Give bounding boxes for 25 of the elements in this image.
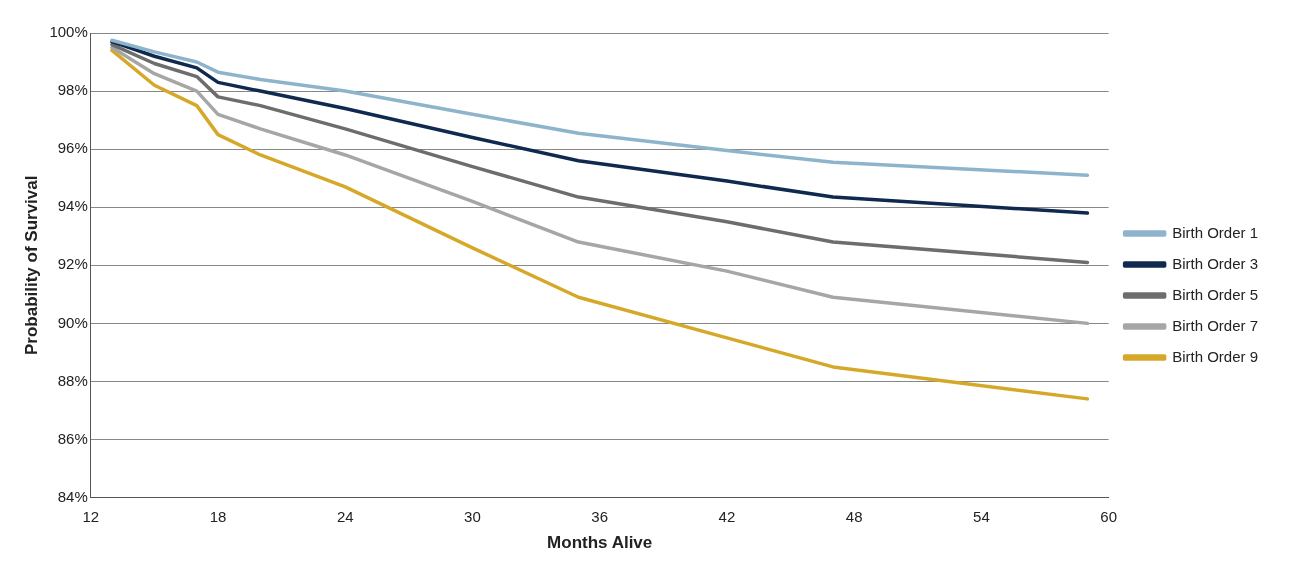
y-tick-label: 90% (57, 313, 88, 331)
x-tick-label: 18 (209, 507, 227, 525)
y-tick-label: 86% (57, 429, 88, 447)
x-tick-label: 42 (718, 507, 736, 525)
legend-label: Birth Order 5 (1172, 285, 1259, 303)
x-tick-label: 12 (82, 507, 100, 525)
x-tick-label: 54 (973, 507, 990, 525)
y-tick-label: 96% (57, 139, 88, 157)
x-tick-label: 48 (845, 507, 863, 525)
y-tick-label: 88% (57, 371, 88, 389)
y-tick-label: 100% (49, 23, 88, 41)
x-axis-title: Months Alive (547, 533, 653, 553)
y-axis-title: Probability of Survival (21, 175, 41, 356)
y-tick-label: 92% (57, 255, 88, 273)
x-tick-label: 24 (336, 507, 354, 525)
y-tick-label: 94% (57, 197, 88, 215)
legend-label: Birth Order 9 (1172, 347, 1259, 365)
y-tick-label: 84% (57, 487, 88, 505)
legend-label: Birth Order 7 (1172, 316, 1259, 334)
legend-label: Birth Order 3 (1172, 254, 1259, 272)
legend-label: Birth Order 1 (1172, 223, 1259, 241)
x-tick-label: 30 (464, 507, 481, 525)
y-tick-label: 98% (57, 81, 88, 99)
x-tick-label: 36 (591, 507, 609, 525)
x-tick-label: 60 (1100, 507, 1117, 525)
